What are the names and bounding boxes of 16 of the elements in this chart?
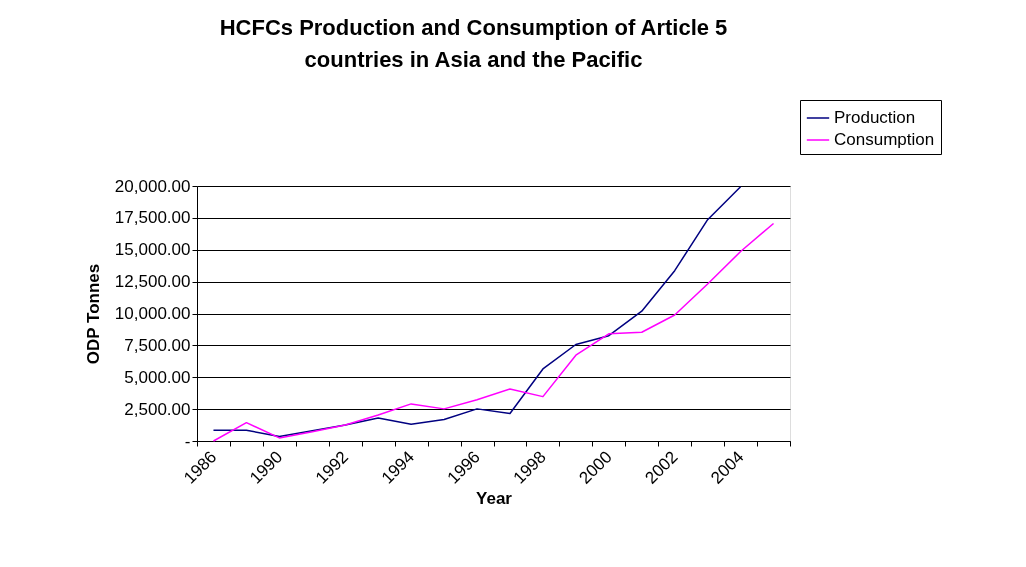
legend-label: Production <box>834 108 916 127</box>
x-axis-title: Year <box>476 488 513 508</box>
y-tick-label: 15,000.00 <box>114 240 191 260</box>
y-tick-label: 7,500.00 <box>124 335 191 355</box>
y-axis-title: ODP Tonnes <box>83 263 103 365</box>
y-tick-label: 2,500.00 <box>124 399 191 419</box>
y-tick-label: 12,500.00 <box>114 272 191 292</box>
legend-label: Consumption <box>834 130 935 149</box>
y-tick-label: 5,000.00 <box>124 367 191 387</box>
chart-title: HCFCs Production and Consumption of Article 5 countries in Asia and the Pacific <box>219 14 728 72</box>
y-tick-label: 17,500.00 <box>114 208 191 228</box>
y-tick-label: - <box>184 431 191 451</box>
y-tick-label: 20,000.00 <box>114 176 191 196</box>
y-tick-label: 10,000.00 <box>114 304 191 323</box>
line-series <box>212 186 742 438</box>
line-series <box>212 222 775 442</box>
